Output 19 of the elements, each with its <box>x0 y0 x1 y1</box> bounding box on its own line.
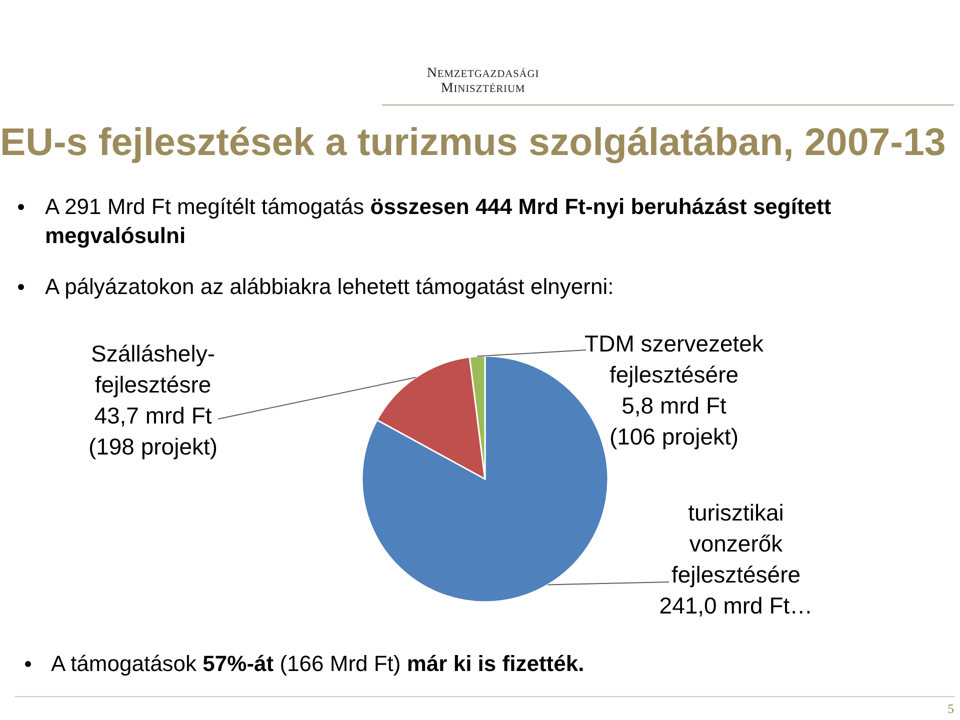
pie-slice <box>361 355 609 603</box>
text: NEMZETGAZDASÁGI <box>426 66 540 81</box>
chart-title: EU-s fejlesztések a turizmus szolgálatában, 2007-13 <box>0 121 946 165</box>
data-label: 43,7 mrd Ft (198 projekt) <box>88 402 218 460</box>
text: 57%-át <box>202 651 274 676</box>
text: összesen 444 Mrd Ft-nyi beruházást segített <box>370 194 832 219</box>
data-label: 5,8 mrd Ft (106 projekt) <box>609 392 739 450</box>
text: A támogatások <box>51 651 197 676</box>
text: A 291 Mrd Ft megítélt támogatás <box>45 194 364 219</box>
text: 5 <box>948 701 954 717</box>
text: megvalósulni <box>45 223 186 248</box>
slice-label: TDM szervezetek fejlesztésére <box>584 330 764 388</box>
data-label: 241,0 mrd Ft… <box>659 592 813 618</box>
slice-label: turisztikai vonzerők fejlesztésére <box>671 499 801 588</box>
text: már ki is fizették. <box>406 651 584 676</box>
text: MINISZTÉRIUM <box>440 81 526 96</box>
text: (166 Mrd Ft) <box>280 651 401 676</box>
slice-label: Szálláshely- fejlesztésre <box>91 340 215 398</box>
text: A pályázatokon az alábbiakra lehetett támogatást elnyerni: <box>45 274 614 299</box>
